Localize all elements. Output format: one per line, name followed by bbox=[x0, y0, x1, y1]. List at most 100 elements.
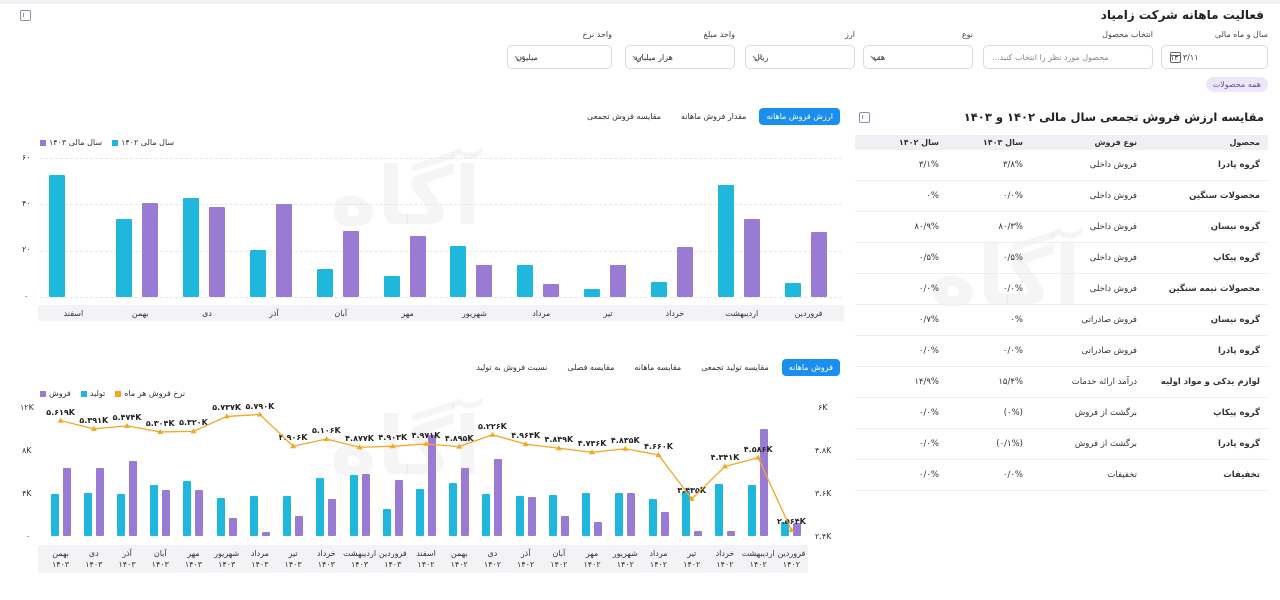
tab-monthly-sales[interactable]: فروش ماهانه bbox=[781, 359, 840, 376]
month-name: آذر bbox=[122, 549, 132, 558]
cell-1402: ۳/۱% bbox=[918, 160, 939, 170]
bar-1403 bbox=[342, 230, 359, 297]
bar-1403 bbox=[810, 232, 827, 297]
year-name: ۱۴۰۲ bbox=[417, 560, 435, 569]
cell-sale-type: تخفیفات bbox=[1107, 470, 1137, 480]
category-label: آذر ۱۴۰۳ bbox=[118, 548, 135, 570]
table-row: لوازم یدکی و مواد اولیه درآمد ارائه خدمات… bbox=[855, 367, 1268, 398]
table-row: گروه پیکاپ فروش داخلی ۰/۵% ۰/۵% bbox=[855, 243, 1268, 274]
rate-value-label: ۵.۷۹۰K bbox=[245, 401, 275, 411]
legend-item[interactable]: نرخ فروش هر ماه bbox=[115, 389, 185, 398]
category-label: شهریور ۱۴۰۲ bbox=[613, 548, 638, 570]
category-label: بهمن ۱۴۰۳ bbox=[52, 548, 69, 570]
amount-unit-select[interactable]: هزار میلیارد bbox=[625, 45, 735, 69]
bar-1402 bbox=[450, 246, 467, 297]
cell-sale-type: فروش داخلی bbox=[1089, 222, 1137, 232]
bar-sales bbox=[627, 493, 636, 536]
cell-1403: (۰/۱%) bbox=[996, 439, 1023, 449]
legend-label: سال مالی ۱۴۰۲ bbox=[121, 138, 175, 147]
table-row: محصولات نیمه سنگین فروش داخلی ۰/۰% ۰/۰% bbox=[855, 274, 1268, 305]
year-name: ۱۴۰۳ bbox=[52, 560, 70, 569]
rate-value-label: ۴.۷۳۶K bbox=[577, 439, 607, 449]
tab-seasonal-compare[interactable]: مقایسه فصلی bbox=[567, 363, 615, 372]
y2-tick: ۳.۶K bbox=[815, 489, 832, 498]
category-label: شهریور bbox=[461, 309, 487, 318]
rate-value-label: ۴.۸۷۷K bbox=[345, 434, 374, 444]
rate-point bbox=[622, 445, 629, 451]
year-name: ۱۴۰۲ bbox=[550, 560, 568, 569]
product-select[interactable]: محصول مورد نظر را انتخاب کنید... bbox=[983, 45, 1153, 69]
y-tick: ۴K bbox=[22, 489, 32, 498]
header-year-1402: سال ۱۴۰۲ bbox=[898, 138, 939, 147]
month-name: بهمن bbox=[450, 549, 468, 558]
month-name: اردیبهشت bbox=[343, 549, 377, 558]
rate-unit-value: میلیون bbox=[516, 52, 538, 62]
chart2-legend: فروش تولید نرخ فروش هر ماه bbox=[40, 389, 185, 398]
all-products-chip[interactable]: همه محصولات bbox=[1205, 77, 1268, 92]
month-name: اردیبهشت bbox=[741, 549, 775, 558]
legend-item[interactable]: سال مالی ۱۴۰۳ bbox=[40, 138, 102, 147]
category-label: دی ۱۴۰۳ bbox=[85, 548, 102, 570]
category-label: فروردین ۱۴۰۳ bbox=[379, 548, 407, 570]
y-tick: ۲۰ bbox=[22, 245, 31, 254]
y-tick: ۸K bbox=[22, 446, 32, 455]
amount-unit-value: هزار میلیارد bbox=[634, 52, 673, 62]
year-name: ۱۴۰۳ bbox=[184, 560, 203, 569]
period-value: ۱۴۰۳/۱۱ bbox=[1170, 52, 1199, 62]
bar-production bbox=[316, 477, 325, 536]
bar-sales bbox=[693, 530, 702, 536]
cell-1402: ۰/۷% bbox=[918, 315, 939, 325]
category-label: آبان ۱۴۰۲ bbox=[550, 548, 567, 570]
bar-1402 bbox=[49, 174, 66, 297]
bar-production bbox=[615, 493, 624, 536]
cell-sale-type: فروش صادراتی bbox=[1081, 346, 1137, 356]
watermark-logo: آگاه bbox=[330, 150, 481, 243]
tab-cumulative-production[interactable]: مقایسه تولید تجمعی bbox=[701, 363, 769, 372]
gridline bbox=[40, 204, 842, 206]
category-label: مهر ۱۴۰۲ bbox=[583, 548, 600, 570]
table-title: مقایسه ارزش فروش تجمعی سال مالی ۱۴۰۲ و ۱… bbox=[963, 110, 1264, 124]
year-name: ۱۴۰۲ bbox=[517, 560, 535, 569]
category-label: تیر ۱۴۰۳ bbox=[285, 548, 302, 570]
table-row: گروه پیکاپ برگشت از فروش (۰%) ۰/۰% bbox=[855, 398, 1268, 429]
top-strip bbox=[0, 0, 1280, 4]
cell-product: گروه نیسان bbox=[1210, 315, 1260, 325]
tab-monthly-sales-quantity[interactable]: مقدار فروش ماهانه bbox=[680, 112, 747, 121]
type-select[interactable]: همه bbox=[863, 45, 973, 69]
export-icon[interactable] bbox=[20, 10, 31, 21]
cell-sale-type: برگشت از فروش bbox=[1074, 408, 1137, 418]
bar-sales bbox=[228, 517, 237, 536]
year-name: ۱۴۰۲ bbox=[450, 560, 468, 569]
cell-1403: ۸۰/۳% bbox=[998, 222, 1023, 232]
type-label: نوع bbox=[961, 30, 973, 39]
rate-value-label: ۴.۹۰۶K bbox=[278, 433, 308, 443]
rate-value-label: ۴.۹۷۱K bbox=[411, 430, 441, 440]
legend-item[interactable]: سال مالی ۱۴۰۲ bbox=[112, 138, 174, 147]
tab-cumulative-sales[interactable]: مقایسه فروش تجمعی bbox=[587, 112, 661, 121]
tab-monthly-compare[interactable]: مقایسه ماهانه bbox=[634, 363, 682, 372]
month-name: آبان bbox=[153, 549, 167, 558]
bar-production bbox=[582, 493, 591, 536]
month-name: شهریور bbox=[214, 549, 240, 558]
tab-monthly-sales-value[interactable]: ارزش فروش ماهانه bbox=[759, 108, 840, 125]
category-label: شهریور ۱۴۰۳ bbox=[214, 548, 239, 570]
amount-unit-filter: واحد مبلغ هزار میلیارد bbox=[625, 30, 735, 69]
period-input[interactable]: ۱۴۰۳/۱۱ bbox=[1161, 45, 1268, 69]
y2-tick: ۶K bbox=[818, 403, 828, 412]
bar-1402 bbox=[717, 184, 734, 297]
category-label: اردیبهشت ۱۴۰۳ bbox=[343, 548, 376, 570]
currency-select[interactable]: ریال bbox=[745, 45, 855, 69]
tab-sales-production-ratio[interactable]: نسبت فروش به تولید bbox=[476, 363, 548, 372]
gridline bbox=[40, 250, 842, 252]
bar-production bbox=[249, 496, 258, 536]
cell-product: گروه پادرا bbox=[1217, 439, 1260, 449]
legend-item[interactable]: تولید bbox=[80, 389, 105, 398]
legend-item[interactable]: فروش bbox=[40, 389, 71, 398]
category-label: مرداد ۱۴۰۲ bbox=[649, 548, 667, 570]
export-icon[interactable] bbox=[859, 112, 870, 123]
bar-production bbox=[648, 499, 657, 536]
rate-unit-select[interactable]: میلیون bbox=[507, 45, 612, 69]
category-label: مرداد bbox=[532, 309, 551, 318]
month-name: آذر bbox=[520, 549, 531, 558]
cell-1403: ۰/۰% bbox=[1002, 346, 1023, 356]
